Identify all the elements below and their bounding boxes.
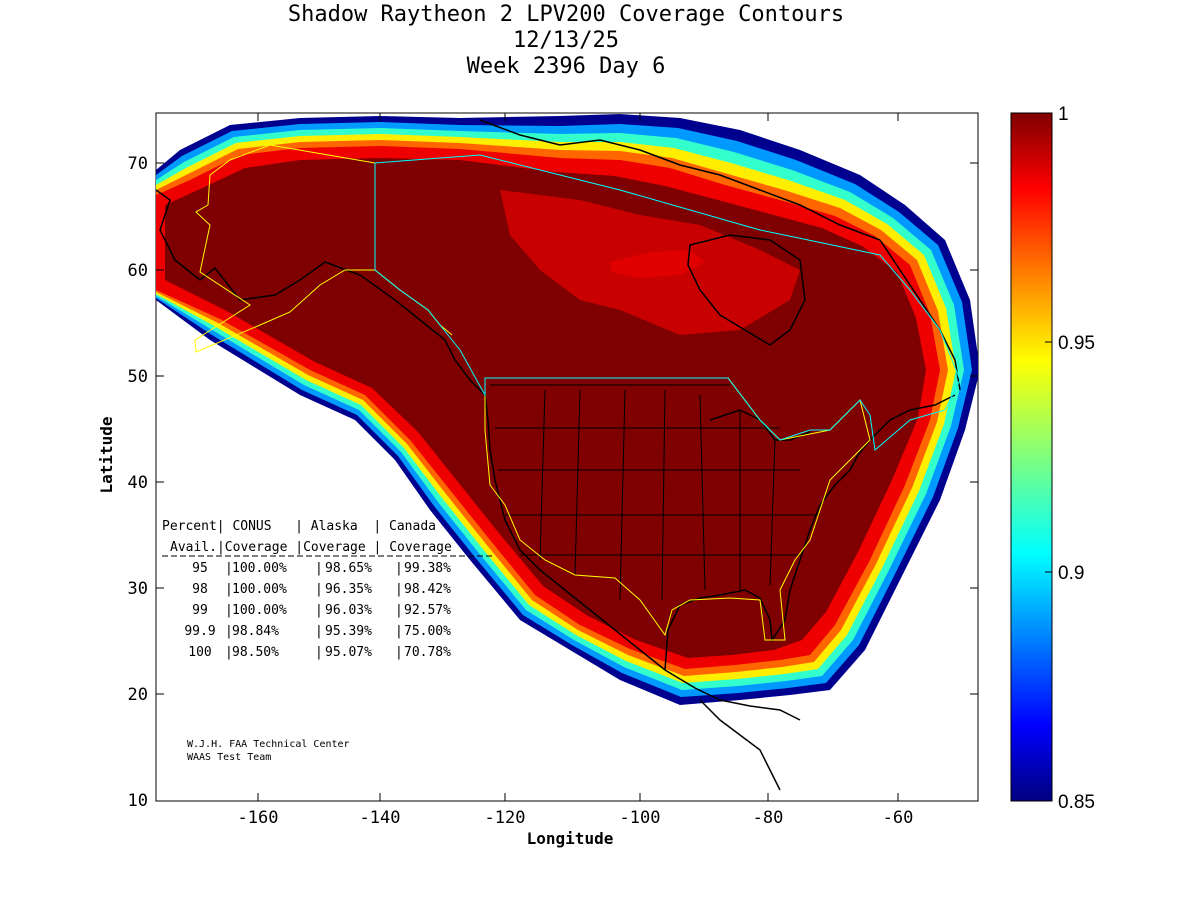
stats-subheader-canada: Coverage xyxy=(389,540,452,555)
colorbar-tick-label: 0.95 xyxy=(1058,333,1095,354)
stats-header-canada: Canada xyxy=(389,519,436,534)
coastline-labrador xyxy=(879,239,961,391)
stats-separator: | xyxy=(315,624,323,639)
y-tick-label: 40 xyxy=(128,473,148,493)
colorbar-tick-label: 1 xyxy=(1058,104,1069,125)
stats-cell: 75.00% xyxy=(404,624,451,639)
map-title-line1: Shadow Raytheon 2 LPV200 Coverage Contou… xyxy=(287,2,845,27)
coastlines xyxy=(156,119,961,791)
x-tick-label: -60 xyxy=(883,808,914,828)
stats-cell: 98.84% xyxy=(232,624,279,639)
y-tick-label: 20 xyxy=(128,685,148,705)
stats-separator: | xyxy=(225,561,233,576)
stats-separator: | xyxy=(395,645,403,660)
coverage-patch-hudson xyxy=(610,250,705,278)
y-tick-label: 30 xyxy=(128,579,148,599)
map-title-date: 12/13/25 xyxy=(513,28,619,53)
coastline-hudson-bay xyxy=(687,234,806,346)
stats-cell: 92.57% xyxy=(404,603,451,618)
coastline-north-america-west xyxy=(454,359,801,721)
coastline-arctic-islands xyxy=(479,119,881,241)
stats-separator: | xyxy=(395,624,403,639)
x-tick-label: -80 xyxy=(753,808,784,828)
x-tick-label: -140 xyxy=(360,808,401,828)
x-axis-label: Longitude xyxy=(527,829,614,848)
stats-cell: 98.65% xyxy=(325,561,372,576)
y-tick-label: 50 xyxy=(128,367,148,387)
y-tick-label: 70 xyxy=(128,154,148,174)
stats-header-conus: CONUS xyxy=(232,519,271,534)
stats-separator: | xyxy=(225,582,233,597)
coastline-alaska xyxy=(156,189,456,361)
stats-cell: 98 xyxy=(192,582,208,597)
x-tick-label: -100 xyxy=(620,808,661,828)
stats-separator: | xyxy=(315,645,323,660)
stats-cell: 95 xyxy=(192,561,208,576)
y-tick-label: 10 xyxy=(128,791,148,811)
stats-cell: 95.07% xyxy=(325,645,372,660)
stats-separator: | xyxy=(315,561,323,576)
x-tick-label: -120 xyxy=(485,808,526,828)
stats-cell: 98.42% xyxy=(404,582,451,597)
stats-cell: 99.38% xyxy=(404,561,451,576)
stats-separator: | xyxy=(315,582,323,597)
coverage-contours xyxy=(156,114,978,705)
stats-subheader-row: Avail.|Coverage |Coverage | Coverage xyxy=(170,540,452,555)
stats-separator: | xyxy=(395,582,403,597)
boundary-canada xyxy=(374,154,961,451)
stats-separator: | xyxy=(315,603,323,618)
colorbar-tick-label: 0.9 xyxy=(1058,563,1084,584)
stats-cell: 98.50% xyxy=(232,645,279,660)
stats-separator: | xyxy=(225,624,233,639)
colorbar: 1 0.95 0.9 0.85 xyxy=(1010,104,1095,813)
stats-cell: 96.35% xyxy=(325,582,372,597)
stats-separator: | xyxy=(225,645,233,660)
stats-cell: 100.00% xyxy=(232,561,287,576)
credit-line1: W.J.H. FAA Technical Center xyxy=(187,739,350,750)
stats-header-row: Percent| CONUS | Alaska | Canada xyxy=(162,519,436,534)
coastline-central-america xyxy=(699,699,781,791)
coastline-great-lakes xyxy=(709,409,811,441)
stats-cell: 99.9 xyxy=(184,624,215,639)
credit-line2: WAAS Test Team xyxy=(187,752,271,763)
y-axis-label: Latitude xyxy=(97,416,116,493)
x-axis: -160 -140 -120 -100 -80 -60 Longitude xyxy=(238,113,914,848)
availability-stats-table: Percent| CONUS | Alaska | Canada Avail.|… xyxy=(162,519,492,660)
stats-cell: 70.78% xyxy=(404,645,451,660)
stats-separator: | xyxy=(395,603,403,618)
stats-separator: | xyxy=(225,603,233,618)
stats-cell: 100.00% xyxy=(232,603,287,618)
stats-subheader-alaska: Coverage xyxy=(303,540,366,555)
x-tick-label: -160 xyxy=(238,808,279,828)
stats-cell: 99 xyxy=(192,603,208,618)
state-boundaries xyxy=(490,384,820,601)
stats-cell: 95.39% xyxy=(325,624,372,639)
colorbar-tick-label: 0.85 xyxy=(1058,792,1095,813)
stats-separator: | xyxy=(395,561,403,576)
y-tick-label: 60 xyxy=(128,261,148,281)
y-axis: 70 60 50 40 30 20 10 Latitude xyxy=(97,154,978,811)
stats-subheader-avail: Avail. xyxy=(170,540,217,555)
map-title-week: Week 2396 Day 6 xyxy=(466,54,666,79)
stats-cell: 100.00% xyxy=(232,582,287,597)
stats-header-percent: Percent xyxy=(162,519,217,534)
stats-header-alaska: Alaska xyxy=(311,519,358,534)
stats-cell: 96.03% xyxy=(325,603,372,618)
colorbar-gradient xyxy=(1010,112,1053,802)
stats-cell: 100 xyxy=(188,645,211,660)
stats-subheader-conus: Coverage xyxy=(225,540,288,555)
coastline-gulf xyxy=(664,394,956,671)
